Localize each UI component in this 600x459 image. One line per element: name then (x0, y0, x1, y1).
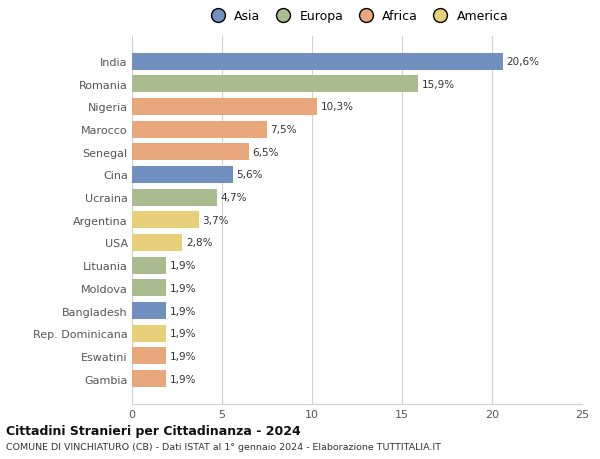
Text: 1,9%: 1,9% (170, 351, 196, 361)
Text: 15,9%: 15,9% (422, 79, 455, 90)
Text: 10,3%: 10,3% (321, 102, 354, 112)
Text: 20,6%: 20,6% (506, 57, 539, 67)
Bar (132, 189, 217, 206)
Bar (132, 53, 503, 70)
Bar (132, 99, 317, 116)
Text: 1,9%: 1,9% (170, 261, 196, 270)
Text: 6,5%: 6,5% (253, 147, 279, 157)
Text: 4,7%: 4,7% (220, 193, 247, 203)
Text: COMUNE DI VINCHIATURO (CB) - Dati ISTAT al 1° gennaio 2024 - Elaborazione TUTTIT: COMUNE DI VINCHIATURO (CB) - Dati ISTAT … (6, 442, 441, 451)
Text: 7,5%: 7,5% (271, 125, 297, 135)
Bar (132, 76, 418, 93)
Bar (132, 347, 166, 364)
Text: 2,8%: 2,8% (186, 238, 212, 248)
Bar (132, 121, 267, 138)
Bar (132, 325, 166, 342)
Bar (132, 167, 233, 184)
Bar (132, 144, 249, 161)
Text: 1,9%: 1,9% (170, 329, 196, 338)
Bar (132, 257, 166, 274)
Bar (132, 302, 166, 319)
Text: 1,9%: 1,9% (170, 374, 196, 384)
Bar (132, 212, 199, 229)
Bar (132, 370, 166, 387)
Bar (132, 280, 166, 297)
Text: 1,9%: 1,9% (170, 283, 196, 293)
Text: 1,9%: 1,9% (170, 306, 196, 316)
Text: 3,7%: 3,7% (202, 215, 229, 225)
Bar (132, 235, 182, 252)
Text: Cittadini Stranieri per Cittadinanza - 2024: Cittadini Stranieri per Cittadinanza - 2… (6, 424, 301, 437)
Text: 5,6%: 5,6% (236, 170, 263, 180)
Legend: Asia, Europa, Africa, America: Asia, Europa, Africa, America (202, 6, 512, 27)
